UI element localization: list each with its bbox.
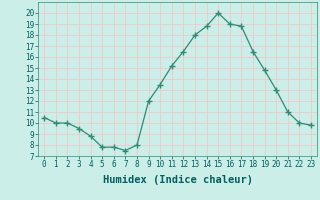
X-axis label: Humidex (Indice chaleur): Humidex (Indice chaleur) (103, 175, 252, 185)
